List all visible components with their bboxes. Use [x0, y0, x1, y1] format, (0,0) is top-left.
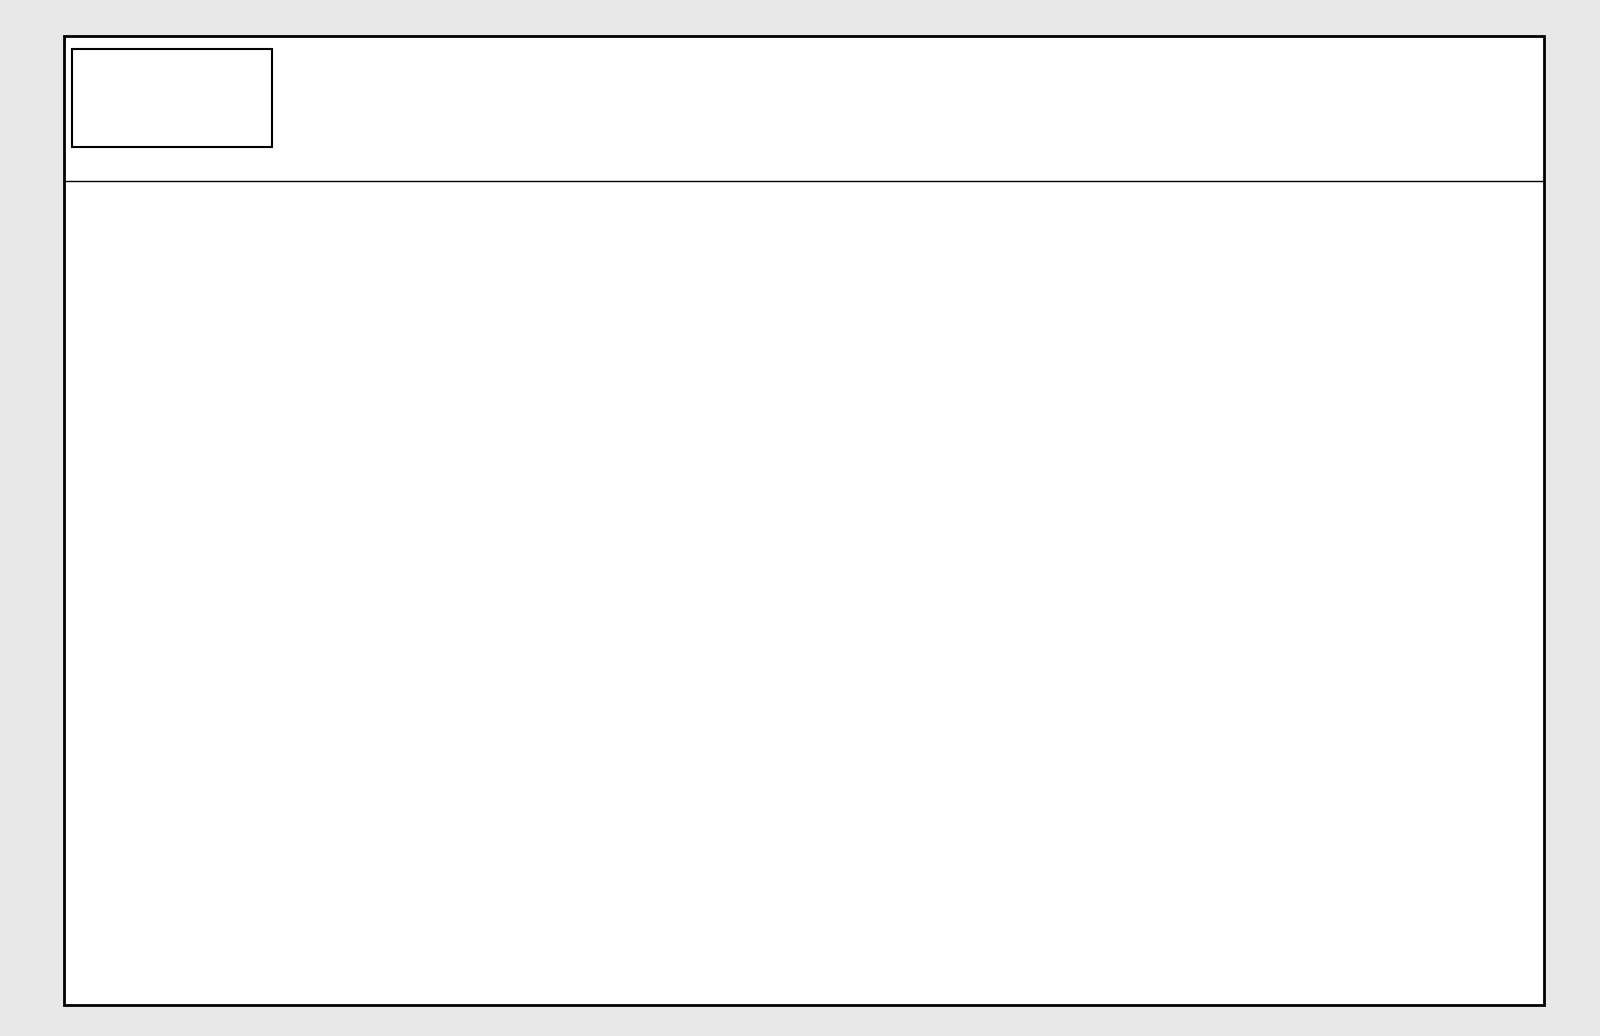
Text: STEREO INPUT CONNECTOR: STEREO INPUT CONNECTOR: [528, 366, 683, 376]
Text: GROUP MAIN PCB: GROUP MAIN PCB: [528, 529, 626, 540]
Text: MATRIX MAIN PCB: MATRIX MAIN PCB: [528, 877, 627, 888]
Text: 7: 7: [997, 442, 1003, 453]
Text: 04: 04: [1394, 202, 1406, 212]
Text: LEFT / RIGHT CONNECTOR PCB: LEFT / RIGHT CONNECTOR PCB: [528, 578, 701, 588]
Text: 03: 03: [1394, 529, 1406, 540]
Text: N/A: N/A: [1206, 790, 1226, 801]
Text: N/A: N/A: [1206, 752, 1226, 762]
Text: 02: 02: [1394, 279, 1406, 289]
Text: 13: 13: [994, 703, 1006, 714]
Text: DESCRIPTION: DESCRIPTION: [528, 151, 664, 170]
Text: 04: 04: [1394, 752, 1406, 762]
Text: INPUT CONNECTOR PCB: INPUT CONNECTOR PCB: [528, 202, 662, 212]
Text: 1: 1: [997, 202, 1003, 212]
Text: 04: 04: [1394, 616, 1406, 627]
Text: STEREO INPUT MAIN PCB (1 OF 2): STEREO INPUT MAIN PCB (1 OF 2): [528, 404, 715, 414]
Text: 14: 14: [994, 752, 1006, 762]
Text: 17: 17: [994, 877, 1006, 888]
Text: 3: 3: [997, 279, 1003, 289]
Text: 16: 16: [994, 839, 1006, 850]
Text: GT INPUT MAIN PCB: GT INPUT MAIN PCB: [528, 240, 638, 251]
Text: SCHEMATIC #: SCHEMATIC #: [933, 151, 1067, 170]
Text: N/A: N/A: [1206, 491, 1226, 501]
Text: 76D1530: 76D1530: [1190, 240, 1242, 251]
Text: ßß: ßß: [80, 74, 136, 112]
Text: RIBBON CABLE PIN OUT DIAGRAMS: RIBBON CABLE PIN OUT DIAGRAMS: [88, 924, 362, 939]
Text: 9: 9: [997, 529, 1003, 540]
Text: CREST: CREST: [139, 75, 198, 92]
Text: REV #: REV #: [1371, 151, 1429, 170]
Text: 04: 04: [1394, 240, 1406, 251]
Text: LEFT / RIGHT OUTPUT MODULE: LEFT / RIGHT OUTPUT MODULE: [88, 576, 328, 591]
Text: 02: 02: [1394, 839, 1406, 850]
Text: 76D1919: 76D1919: [1190, 404, 1242, 414]
Text: 01: 01: [1394, 404, 1406, 414]
Text: MONO CONNECTOR PCB: MONO CONNECTOR PCB: [528, 665, 664, 675]
Text: 01: 01: [1394, 491, 1406, 501]
Text: 4: 4: [997, 317, 1003, 327]
Text: N/A: N/A: [1206, 279, 1226, 289]
Text: 76D1919: 76D1919: [1190, 442, 1242, 453]
Text: TC INPUT MAIN PCB: TC INPUT MAIN PCB: [528, 279, 637, 289]
Text: STEREO INPUT MAIN PCB (2 OF 2): STEREO INPUT MAIN PCB (2 OF 2): [528, 442, 715, 453]
Text: N/A: N/A: [1206, 665, 1226, 675]
Text: 76D1920: 76D1920: [1190, 366, 1242, 376]
Text: MONO OUTPUT MODULE: MONO OUTPUT MODULE: [88, 663, 277, 678]
Text: 04: 04: [1394, 665, 1406, 675]
Text: N/A: N/A: [1206, 578, 1226, 588]
Text: MASTER CONNECTOR PCB: MASTER CONNECTOR PCB: [528, 752, 674, 762]
Text: N/A: N/A: [1206, 703, 1226, 714]
Text: LOCATION: LOCATION: [88, 151, 189, 170]
Text: 76D1922: 76D1922: [1190, 839, 1242, 850]
Text: 18: 18: [994, 926, 1006, 937]
Text: GROUP MODULE: GROUP MODULE: [88, 489, 214, 503]
Text: N/A: N/A: [1206, 616, 1226, 627]
Text: 10: 10: [994, 578, 1006, 588]
Text: MONO MAIN PCB: MONO MAIN PCB: [528, 703, 621, 714]
Text: RIBBON PIN OUTS: RIBBON PIN OUTS: [528, 926, 627, 937]
Text: 01: 01: [1394, 442, 1406, 453]
Text: 02: 02: [1394, 317, 1406, 327]
Text: CENTURY GT SCHEMATICS: CENTURY GT SCHEMATICS: [549, 58, 1115, 96]
Text: SP INPUT MAIN PCB: SP INPUT MAIN PCB: [528, 317, 637, 327]
Text: 02: 02: [1394, 366, 1406, 376]
Text: N/A: N/A: [1206, 202, 1226, 212]
Text: MATRIX MODULE: MATRIX MODULE: [88, 837, 219, 852]
Text: 04: 04: [1394, 790, 1406, 801]
Text: 01: 01: [1394, 877, 1406, 888]
Text: 8: 8: [997, 491, 1003, 501]
Text: 76D1921: 76D1921: [1190, 877, 1242, 888]
Text: CONSOLES: CONSOLES: [139, 111, 211, 124]
Text: 01: 01: [1394, 578, 1406, 588]
Text: N/A: N/A: [1206, 317, 1226, 327]
Text: MASTER MAIN PCB: MASTER MAIN PCB: [528, 790, 632, 801]
Text: STEREO INPUT MODULE: STEREO INPUT MODULE: [88, 364, 274, 378]
Text: MATRIX CONNECTOR PCB: MATRIX CONNECTOR PCB: [528, 839, 670, 850]
Text: STANDARD INPUT MODULE: STANDARD INPUT MODULE: [88, 200, 298, 214]
Text: 6: 6: [997, 404, 1003, 414]
Text: 5: 5: [997, 366, 1003, 376]
Text: 11: 11: [994, 616, 1006, 627]
Text: 03: 03: [1394, 703, 1406, 714]
Text: MASTER CONTROL MODULE: MASTER CONTROL MODULE: [88, 750, 302, 765]
Text: GROUP CONNECTOR PCB: GROUP CONNECTOR PCB: [528, 491, 669, 501]
Text: L/R MAIN PCB: L/R MAIN PCB: [528, 616, 603, 627]
Text: 2: 2: [997, 240, 1003, 251]
Text: 12: 12: [994, 665, 1006, 675]
Text: DWG #: DWG #: [1182, 151, 1250, 170]
Text: N/A: N/A: [1206, 529, 1226, 540]
Text: 15: 15: [994, 790, 1006, 801]
